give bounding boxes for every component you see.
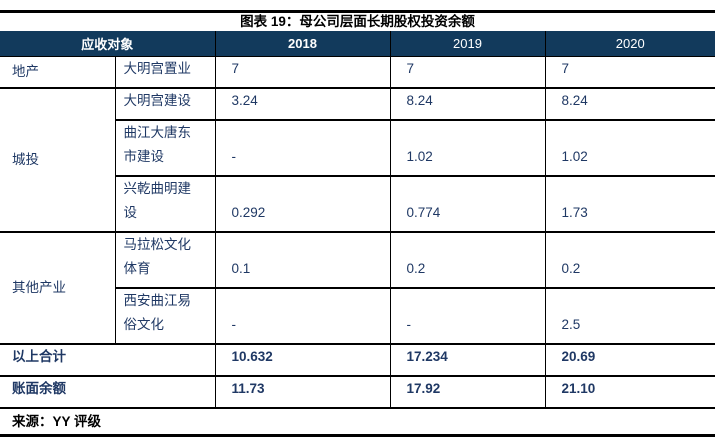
- category-cell: 城投: [0, 87, 115, 233]
- table-row-xingqian-quming: 兴乾曲明建 设 0.292 0.774 1.73: [0, 175, 715, 233]
- name-cell: 大明宫建设: [114, 87, 216, 121]
- source-note: 来源：YY 评级: [12, 413, 102, 429]
- value-cell-2019: 0.774: [389, 175, 546, 233]
- total-label-cell: 以上合计: [0, 343, 216, 377]
- value-cell-2018: 11.73: [214, 375, 391, 409]
- table-row-damingong-zhiye: 地产 大明宫置业 7 7 7: [0, 56, 715, 89]
- value-cell-2018: -: [214, 287, 391, 345]
- value-cell-2018: 10.632: [214, 343, 391, 377]
- value-cell-2019: -: [389, 287, 546, 345]
- value-cell-2019: 17.234: [389, 343, 546, 377]
- table-row-xian-qujiang-yisu: 西安曲江易 俗文化 - - 2.5: [0, 287, 715, 345]
- name-cell: 西安曲江易 俗文化: [114, 287, 216, 345]
- table-header-row: 应收对象 2018 2019 2020: [0, 31, 715, 57]
- report-figure: 图表 19：母公司层面长期股权投资余额 应收对象 2018 2019 2020 …: [0, 10, 715, 437]
- value-cell-2020: 1.02: [544, 119, 715, 177]
- value-cell-2018: -: [214, 119, 391, 177]
- table-row-damingong-jianshe: 城投 大明宫建设 3.24 8.24 8.24: [0, 87, 715, 233]
- top-rule: [0, 10, 715, 13]
- value-cell-2019: 8.24: [389, 87, 546, 121]
- name-cell: 马拉松文化 体育: [114, 231, 216, 289]
- name-cell: 兴乾曲明建 设: [114, 175, 216, 233]
- value-cell-2019: 7: [389, 56, 546, 89]
- value-cell-2020: 0.2: [544, 231, 715, 289]
- value-cell-2018: 0.1: [214, 231, 391, 289]
- value-cell-2018: 3.24: [214, 87, 391, 121]
- name-cell: 大明宫置业: [114, 56, 216, 89]
- value-cell-2019: 1.02: [389, 119, 546, 177]
- table-row-qujiang-datang: 曲江大唐东 市建设 - 1.02 1.02: [0, 119, 715, 177]
- value-cell-2020: 1.73: [544, 175, 715, 233]
- value-cell-2018: 0.292: [214, 175, 391, 233]
- header-year-2018: 2018: [214, 31, 391, 57]
- value-cell-2020: 20.69: [544, 343, 715, 377]
- header-receivable-target: 应收对象: [0, 31, 216, 57]
- value-cell-2020: 21.10: [544, 375, 715, 409]
- value-cell-2018: 7: [214, 56, 391, 89]
- value-cell-2020: 2.5: [544, 287, 715, 345]
- table-row-book-balance: 账面余额 11.73 17.92 21.10: [0, 375, 715, 409]
- category-cell: 其他产业: [0, 231, 115, 345]
- category-cell: 地产: [0, 56, 115, 89]
- name-cell: 曲江大唐东 市建设: [114, 119, 216, 177]
- total-label-cell: 账面余额: [0, 375, 216, 409]
- value-cell-2020: 7: [544, 56, 715, 89]
- header-year-2020: 2020: [544, 31, 715, 57]
- value-cell-2019: 0.2: [389, 231, 546, 289]
- figure-title: 图表 19：母公司层面长期股权投资余额: [240, 14, 475, 29]
- equity-investment-table: 应收对象 2018 2019 2020 地产 大明宫置业 7 7 7 城投 大明…: [0, 31, 715, 409]
- table-row-malasong-wenhua: 其他产业 马拉松文化 体育 0.1 0.2 0.2: [0, 231, 715, 345]
- header-year-2019: 2019: [389, 31, 546, 57]
- value-cell-2020: 8.24: [544, 87, 715, 121]
- table-row-subtotal: 以上合计 10.632 17.234 20.69: [0, 343, 715, 377]
- bottom-rule: [0, 433, 715, 437]
- value-cell-2019: 17.92: [389, 375, 546, 409]
